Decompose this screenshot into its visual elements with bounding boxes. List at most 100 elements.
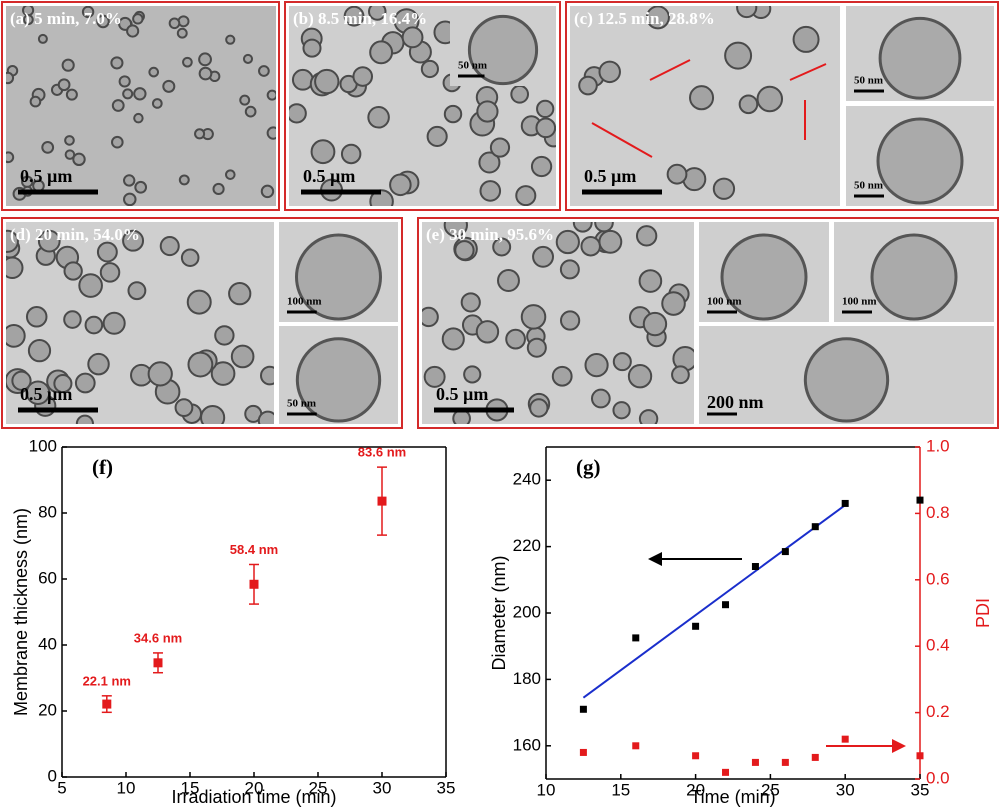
data-label: 83.6 nm xyxy=(358,445,406,460)
particle xyxy=(210,361,236,386)
particle xyxy=(64,135,75,146)
particle xyxy=(180,248,200,268)
x-tick-label: 30 xyxy=(373,778,392,797)
particle xyxy=(72,152,86,167)
particle xyxy=(266,126,276,140)
scale-bar-label: 0.5 µm xyxy=(20,166,72,186)
x-tick-label: 15 xyxy=(181,778,200,797)
micrograph: 100 nm xyxy=(834,222,994,322)
particle xyxy=(61,58,75,72)
micrograph: 0.5 µm xyxy=(6,222,274,424)
particle xyxy=(239,94,251,106)
particle xyxy=(147,361,173,387)
particle xyxy=(41,141,55,154)
particle xyxy=(122,229,145,252)
particle xyxy=(580,235,601,257)
particle xyxy=(661,291,686,316)
particle xyxy=(584,353,609,378)
particle xyxy=(479,180,502,202)
particle xyxy=(133,87,147,101)
data-point xyxy=(811,753,819,761)
particle xyxy=(118,75,131,88)
panel-label: (c) 12.5 min, 28.8% xyxy=(574,9,715,28)
particle xyxy=(441,327,465,351)
x-tick-label: 30 xyxy=(836,780,855,799)
data-point xyxy=(811,523,819,531)
particle xyxy=(6,324,26,348)
particle xyxy=(244,105,257,118)
particle xyxy=(162,79,176,93)
x-tick-label: 15 xyxy=(611,780,630,799)
particle xyxy=(505,328,526,350)
y2-tick-label: 0.6 xyxy=(926,569,950,588)
y2-tick-label: 1.0 xyxy=(926,436,950,455)
particle xyxy=(174,398,194,418)
y-tick-label: 180 xyxy=(513,669,541,688)
particle xyxy=(555,229,580,255)
particle xyxy=(200,404,226,424)
micrograph: 100 nm xyxy=(279,222,398,322)
particle xyxy=(510,84,530,104)
x-tick-label: 35 xyxy=(437,778,456,797)
particle xyxy=(257,410,274,424)
particle xyxy=(530,155,553,178)
particle xyxy=(65,88,78,101)
particle xyxy=(96,241,118,263)
particle xyxy=(214,325,235,346)
micrograph: 50 nm xyxy=(846,106,994,206)
particle xyxy=(228,282,252,306)
y-axis-label: Membrane thickness (nm) xyxy=(11,508,31,716)
scale-bar-label: 0.5 µm xyxy=(584,166,636,186)
particle xyxy=(559,259,580,280)
scale-bar-label: 100 nm xyxy=(842,296,877,308)
micrograph: 100 nm xyxy=(699,222,829,322)
particle xyxy=(724,41,753,70)
particle xyxy=(314,68,340,95)
particle xyxy=(736,6,758,19)
particle xyxy=(57,78,71,92)
data-label: 22.1 nm xyxy=(83,673,131,688)
particle xyxy=(594,222,614,233)
particle xyxy=(194,128,206,140)
particle xyxy=(367,106,390,129)
particle xyxy=(671,365,690,385)
x-tick-label: 10 xyxy=(117,778,136,797)
y-tick-label: 220 xyxy=(513,536,541,555)
micrograph: 0.5 µm xyxy=(422,222,694,424)
particle xyxy=(242,53,254,64)
particle xyxy=(535,117,556,139)
particle xyxy=(168,17,181,30)
particle xyxy=(27,339,52,363)
particle xyxy=(159,236,180,257)
particle xyxy=(182,56,193,68)
particle xyxy=(476,100,499,123)
particle xyxy=(295,337,382,423)
axis-arrow-head xyxy=(648,552,662,566)
particle xyxy=(422,306,439,328)
micrograph: 50 nm xyxy=(846,6,994,101)
particle xyxy=(463,365,482,384)
particle xyxy=(74,372,96,394)
particle xyxy=(460,292,481,313)
y2-tick-label: 0.8 xyxy=(926,503,950,522)
x-axis-label: Irradiation time (min) xyxy=(171,787,336,807)
micrograph: 50 nm xyxy=(279,326,398,424)
data-point xyxy=(781,548,789,556)
particle xyxy=(111,99,125,112)
particle xyxy=(186,289,212,315)
particle xyxy=(134,180,148,194)
particle xyxy=(198,52,212,67)
particle xyxy=(536,99,555,119)
particle xyxy=(340,143,362,165)
particle xyxy=(23,14,34,26)
scale-bar-label: 100 nm xyxy=(287,296,322,308)
micrograph: 0.5 µm xyxy=(289,6,556,206)
particle xyxy=(225,169,236,180)
particle xyxy=(96,14,110,29)
particle xyxy=(99,262,121,283)
particle xyxy=(266,89,276,101)
particle xyxy=(87,352,110,376)
particle xyxy=(638,409,659,424)
y-tick-label: 40 xyxy=(38,634,57,653)
